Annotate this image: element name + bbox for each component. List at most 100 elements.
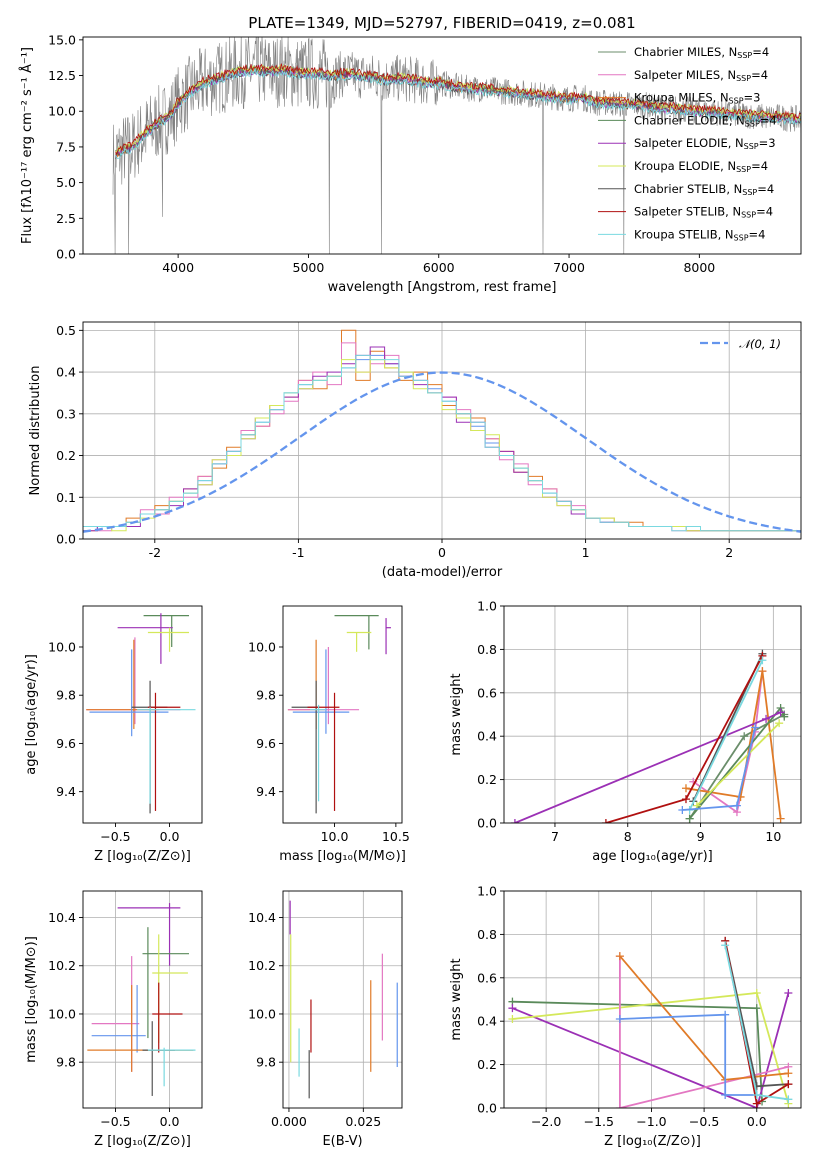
weight-point-marker: [752, 988, 761, 997]
panel-weight-vs-age: 7 8 9 10 0.0 0.2 0.4 0.6 0.8 1.0 age [log₁₀(age/yr…: [449, 599, 802, 864]
weight-point-marker: [510, 819, 519, 823]
weight-point-marker: [508, 1004, 517, 1013]
x-tick-label: 8: [624, 829, 632, 844]
weight-point-marker: [721, 1090, 730, 1099]
y-tick-label: 0.6: [477, 685, 497, 700]
panel-spectrum: 4000 5000 6000 7000 8000 0.0 2.5 5.0 7.5 10.0 12.5…: [19, 32, 802, 295]
plot-area: [86, 613, 196, 814]
y-tick-label: 0.0: [477, 1101, 497, 1116]
plot-area: [83, 329, 801, 533]
weight-point-marker: [758, 656, 767, 665]
x-tick-label: -1: [292, 545, 304, 560]
x-axis-label: Z [log₁₀(Z/Z⊙)]: [94, 1134, 191, 1149]
plot-area: [287, 615, 391, 814]
x-tick-label: 0.0: [160, 1114, 180, 1129]
y-tick-label: 0.1: [56, 490, 76, 505]
x-tick-label: 10.0: [321, 829, 349, 844]
x-tick-label: 7: [551, 829, 559, 844]
plot-area: [289, 900, 398, 1099]
panel-age-vs-Z: −0.5 0.0 9.4 9.6 9.8 10.0 Z [log₁₀(Z/Z⊙)] age […: [24, 605, 203, 864]
y-axis-label: mass [log₁₀(M/M⊙)]: [24, 936, 39, 1063]
x-tick-label: −2.0: [531, 1114, 561, 1129]
y-tick-label: 9.8: [256, 1055, 276, 1070]
weight-point-marker: [776, 708, 785, 717]
weight-point-marker: [678, 805, 687, 814]
y-tick-label: 0.2: [477, 772, 497, 787]
y-tick-label: 0.8: [477, 642, 497, 657]
weight-series-line: [692, 670, 764, 814]
legend-entry: Kroupa ELODIE, NSSP=4: [634, 159, 768, 174]
weight-point-marker: [601, 819, 610, 823]
x-axis-label: (data-model)/error: [382, 565, 503, 580]
x-tick-label: 0: [438, 545, 446, 560]
y-tick-label: 0.2: [477, 1057, 497, 1072]
y-axis-label: Normed distribution: [28, 366, 43, 496]
axes-frame: [82, 890, 203, 1109]
y-tick-label: 15.0: [48, 32, 76, 47]
legend-entry: Chabrier STELIB, NSSP=4: [634, 182, 774, 197]
x-tick-label: −1.5: [584, 1114, 614, 1129]
y-axis-label: mass weight: [449, 958, 464, 1040]
y-tick-label: 10.0: [48, 1006, 76, 1021]
weight-series-line: [688, 659, 764, 811]
y-tick-label: 0.8: [477, 927, 497, 942]
x-tick-label: 6000: [423, 260, 455, 275]
weight-series-line: [619, 956, 789, 1108]
axes-frame: [282, 890, 403, 1109]
weight-point-marker: [508, 1015, 517, 1024]
legend-entry: Chabrier ELODIE, NSSP=4: [634, 113, 777, 128]
x-tick-label: 0.0: [747, 1114, 767, 1129]
plot-area: [510, 649, 789, 823]
panel-residuals: -2 -1 0 1 2 0.0 0.1 0.2 0.3 0.4 0.5 (data-model)/er…: [28, 321, 802, 580]
weight-point-marker: [615, 1015, 624, 1024]
x-tick-label: −0.5: [100, 829, 130, 844]
weight-point-marker: [752, 1090, 761, 1099]
y-tick-label: 1.0: [477, 884, 497, 899]
weight-point-marker: [758, 667, 767, 676]
y-tick-label: 10.0: [248, 639, 276, 654]
histogram-step: [83, 354, 801, 532]
axes-frame: [503, 605, 802, 824]
model-spectrum-line: [115, 67, 801, 160]
legend-entry: Chabrier MILES, NSSP=4: [634, 45, 769, 60]
y-tick-label: 10.0: [48, 104, 76, 119]
weight-series-line: [685, 670, 782, 819]
x-tick-label: −0.5: [689, 1114, 719, 1129]
x-tick-label: 5000: [293, 260, 325, 275]
x-tick-label: −0.5: [100, 1114, 130, 1129]
x-axis-label: Z [log₁₀(Z/Z⊙)]: [604, 1134, 701, 1149]
plot-area: [112, 37, 801, 254]
x-tick-label: 7000: [553, 260, 585, 275]
y-tick-label: 9.4: [256, 784, 276, 799]
legend-entry: Kroupa STELIB, NSSP=4: [634, 227, 765, 242]
panel-mass-vs-Z: −0.5 0.0 9.8 10.0 10.2 10.4 Z [log₁₀(Z/Z⊙)] mas…: [24, 890, 203, 1149]
x-tick-label: 8000: [683, 260, 715, 275]
plot-area: [508, 936, 793, 1108]
weight-point-marker: [784, 1080, 793, 1089]
y-tick-label: 0.4: [477, 729, 497, 744]
x-tick-label: 9: [697, 829, 705, 844]
y-tick-label: 10.2: [48, 958, 76, 973]
x-tick-label: 0.000: [271, 1114, 307, 1129]
y-tick-label: 0.4: [477, 1014, 497, 1029]
weight-point-marker: [721, 941, 730, 950]
y-tick-label: 0.3: [56, 406, 76, 421]
x-tick-label: 0.025: [345, 1114, 381, 1129]
panel-age-vs-mass: 10.0 10.5 9.4 9.6 9.8 10.0 mass [log₁₀(M/M⊙)]: [248, 605, 410, 864]
legend-entry: Salpeter MILES, NSSP=4: [634, 68, 768, 83]
weight-point-marker: [784, 988, 793, 997]
weight-point-marker: [681, 784, 690, 793]
legend-entry: 𝒩(0, 1): [739, 337, 781, 351]
figure-title: PLATE=1349, MJD=52797, FIBERID=0419, z=0…: [248, 14, 635, 32]
weight-point-marker: [784, 1095, 793, 1104]
y-tick-label: 9.8: [256, 688, 276, 703]
weight-series-line: [619, 1013, 757, 1096]
x-tick-label: 10: [765, 829, 781, 844]
y-tick-label: 0.6: [477, 970, 497, 985]
legend-entry: Kroupa MILES, NSSP=3: [634, 91, 760, 106]
x-axis-label: Z [log₁₀(Z/Z⊙)]: [94, 849, 191, 864]
weight-point-marker: [752, 1004, 761, 1013]
axes-frame: [82, 605, 203, 824]
x-tick-label: 10.5: [382, 829, 410, 844]
